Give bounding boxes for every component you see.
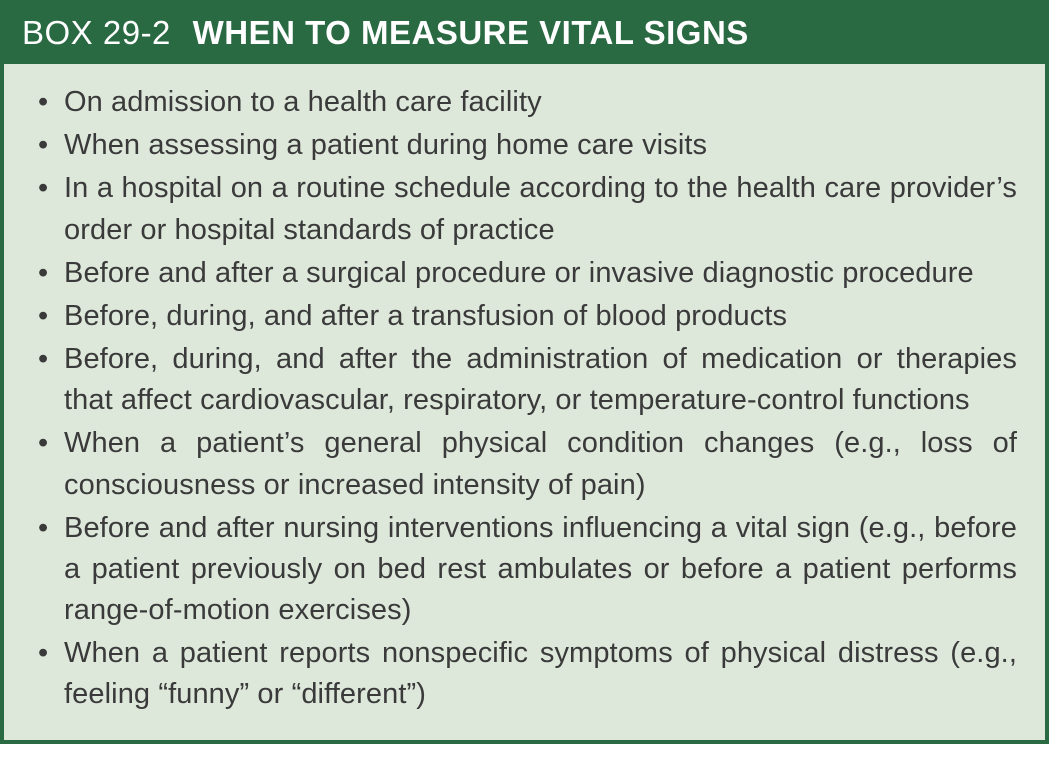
info-box: BOX 29-2 WHEN TO MEASURE VITAL SIGNS On … [0, 0, 1049, 744]
box-number: BOX 29-2 [22, 14, 171, 51]
box-header: BOX 29-2 WHEN TO MEASURE VITAL SIGNS [4, 4, 1045, 64]
list-item: Before, during, and after a transfusion … [32, 296, 1017, 337]
list-item: When a patient’s general physical condit… [32, 423, 1017, 505]
box-title: WHEN TO MEASURE VITAL SIGNS [193, 14, 749, 51]
box-body: On admission to a health care facility W… [4, 64, 1045, 740]
list-item: Before and after a surgical procedure or… [32, 253, 1017, 294]
list-item: When a patient reports nonspecific sympt… [32, 633, 1017, 715]
list-item: When assessing a patient during home car… [32, 125, 1017, 166]
list-item: On admission to a health care facility [32, 82, 1017, 123]
item-list: On admission to a health care facility W… [32, 82, 1017, 716]
list-item: Before, during, and after the administra… [32, 339, 1017, 421]
list-item: Before and after nursing interventions i… [32, 508, 1017, 632]
list-item: In a hospital on a routine schedule acco… [32, 168, 1017, 250]
